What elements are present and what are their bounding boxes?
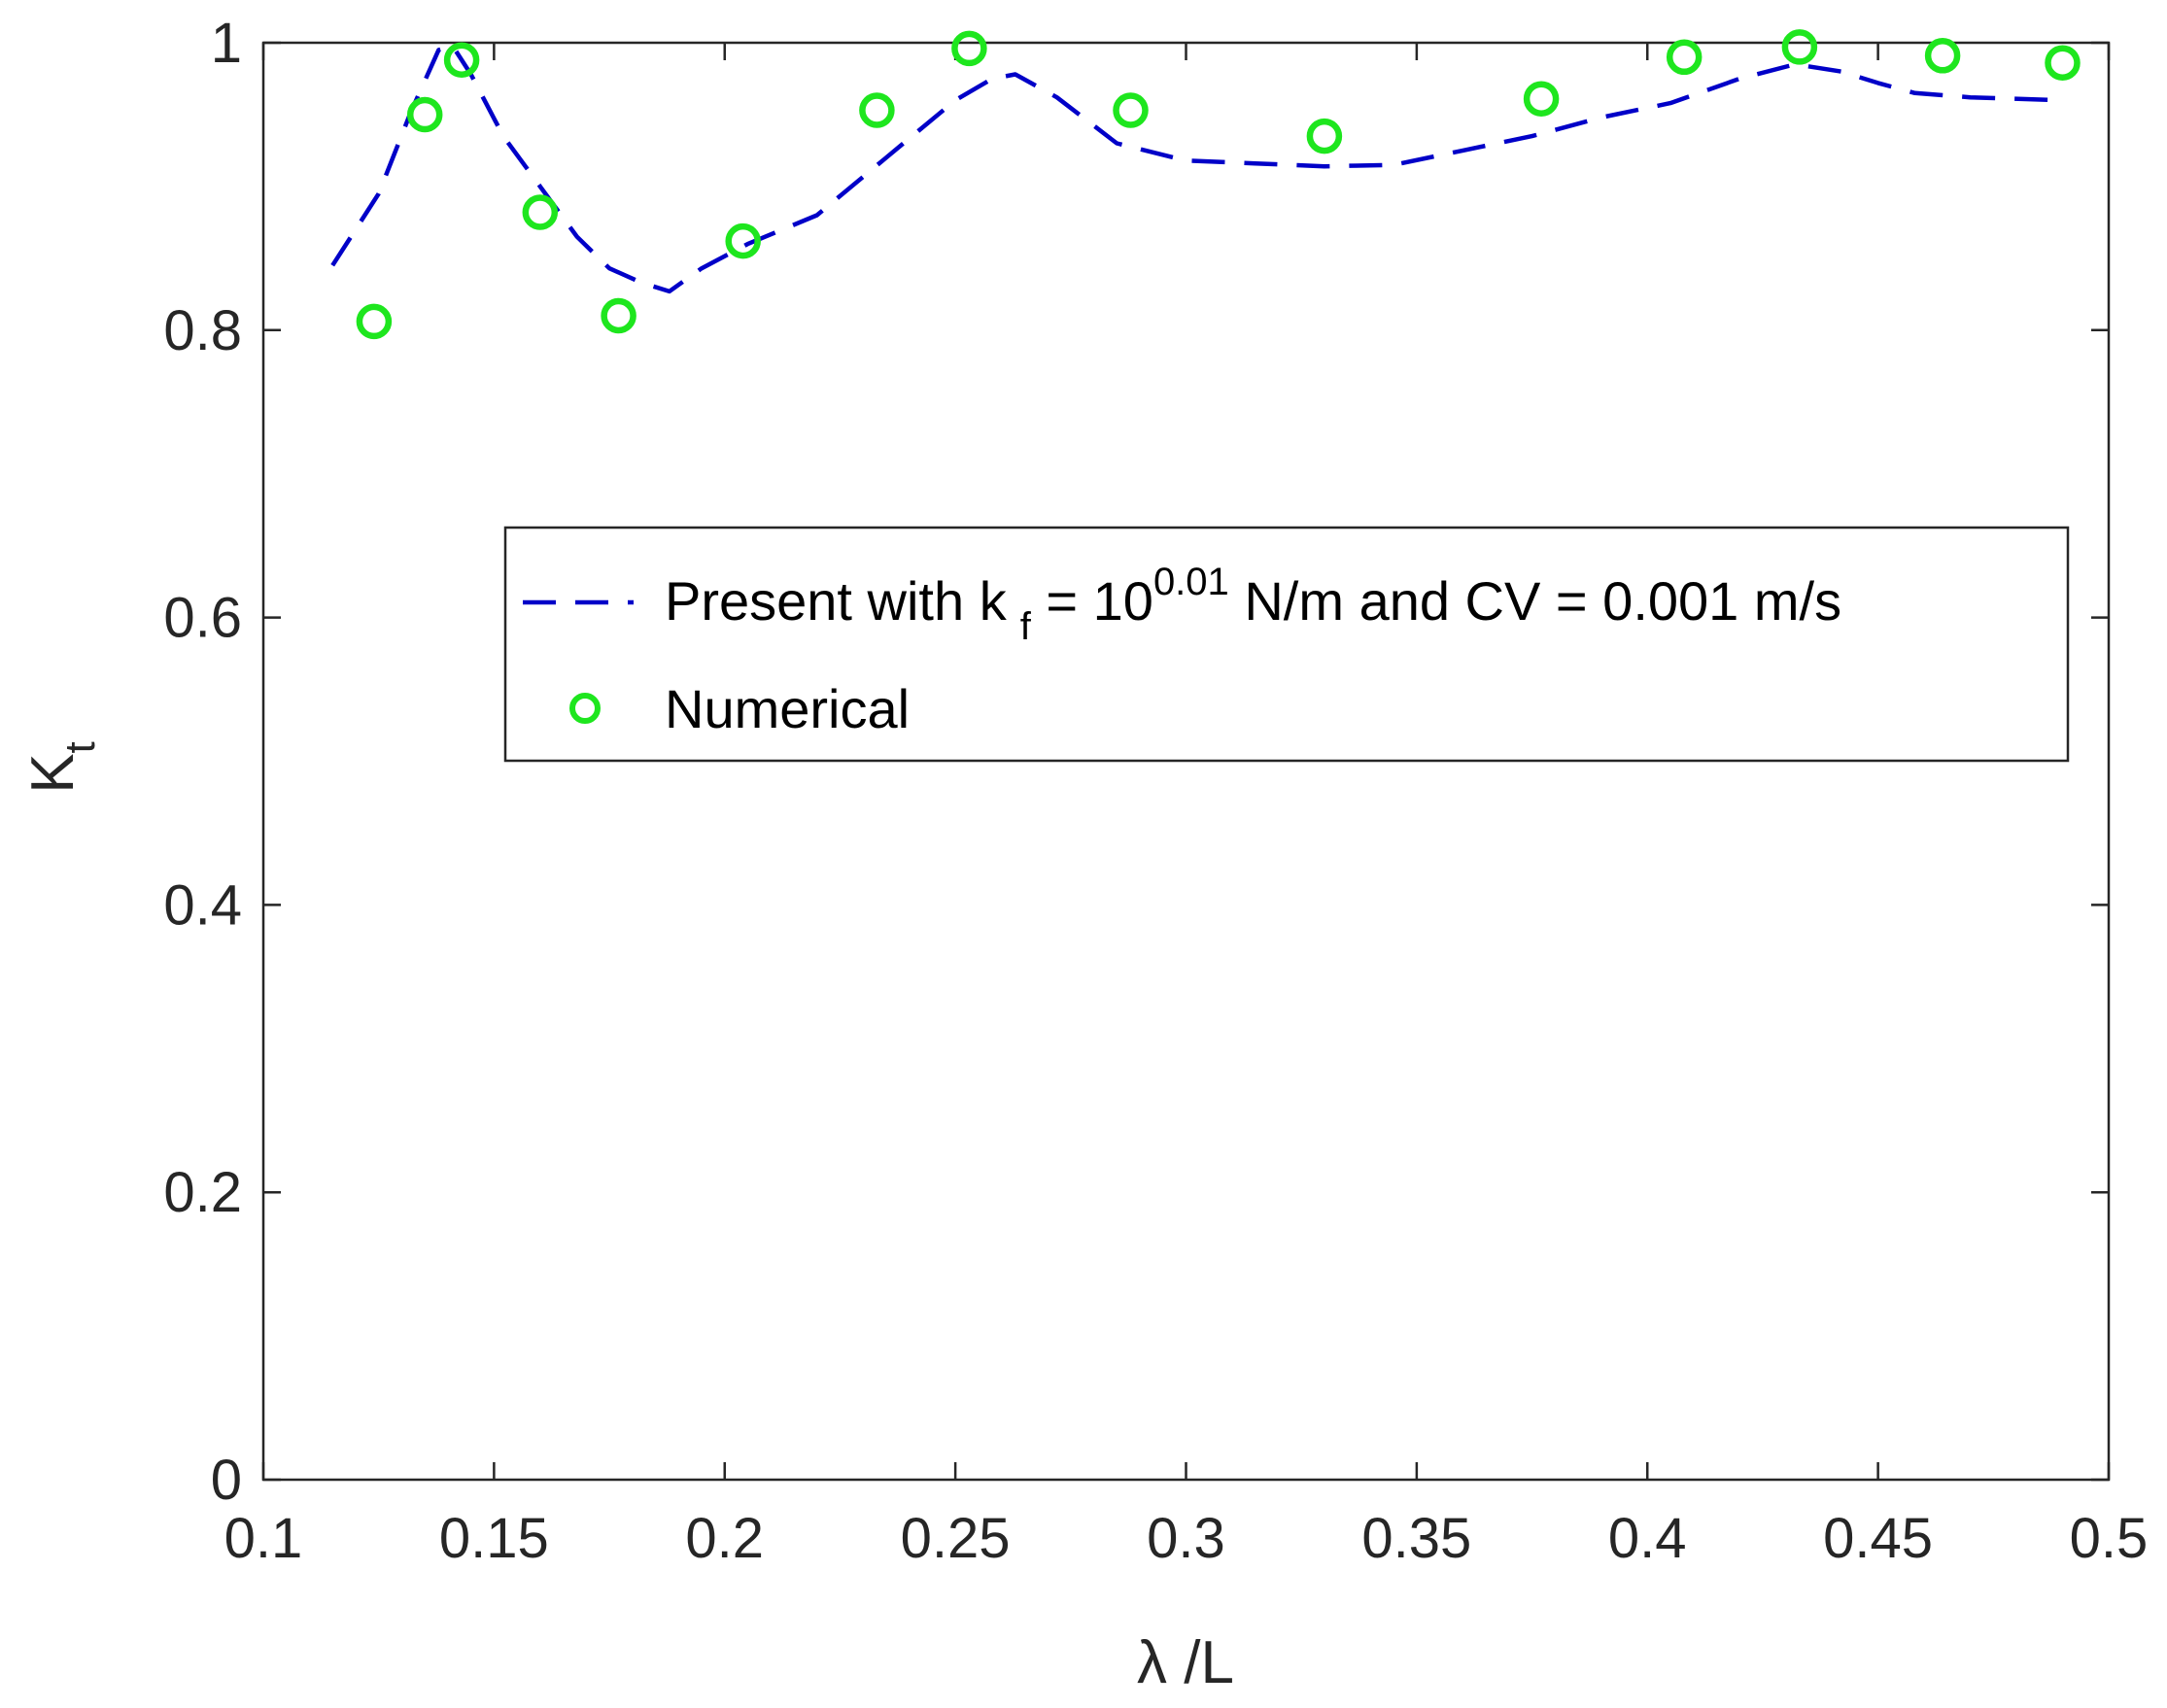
numerical-point (725, 222, 761, 259)
numerical-point (1924, 38, 1961, 74)
numerical-point (2045, 45, 2081, 81)
y-axis-label: Kt (19, 741, 104, 794)
numerical-point (406, 96, 443, 133)
legend-present-mid: = 10 (1031, 570, 1153, 632)
y-axis-label-subscript: t (56, 741, 104, 753)
x-tick-label: 0.15 (439, 1507, 549, 1570)
x-tick-label: 0.2 (685, 1507, 764, 1570)
y-tick-label: 1 (211, 12, 242, 75)
numerical-point (1666, 39, 1703, 76)
y-tick-label: 0.6 (163, 587, 242, 650)
numerical-point (1113, 92, 1149, 128)
y-tick-label: 0.2 (163, 1161, 242, 1224)
legend: Present with k f = 100.01 N/m and CV = 0.… (503, 526, 2070, 763)
legend-present-label: Present with k f = 100.01 N/m and CV = 0.… (665, 561, 1841, 648)
x-axis-label: λ /L (1137, 1629, 1234, 1696)
legend-present-sup: 0.01 (1153, 561, 1229, 603)
x-tick-label: 0.1 (224, 1507, 303, 1570)
legend-numerical-marker (569, 693, 601, 724)
legend-present-prefix: Present with k (665, 570, 1008, 632)
x-tick-label: 0.45 (1823, 1507, 1933, 1570)
x-tick-label: 0.25 (901, 1507, 1011, 1570)
present-series-line (330, 43, 2063, 294)
numerical-point (859, 92, 895, 128)
numerical-point (1781, 29, 1818, 65)
y-tick-label: 0.4 (163, 873, 242, 937)
numerical-point (601, 297, 636, 334)
numerical-point (1523, 81, 1560, 117)
legend-numerical-label: Numerical (665, 678, 910, 739)
y-axis-label-main: K (19, 753, 86, 793)
numerical-point (951, 30, 987, 67)
ticks: 0.1 0.15 0.2 0.25 0.3 0.35 0.4 0.45 0.5 0 0.2 0.4 0.… (163, 12, 2148, 1570)
numerical-point (1306, 118, 1343, 154)
legend-present-sub: f (1020, 605, 1032, 648)
x-tick-label: 0.35 (1361, 1507, 1471, 1570)
numerical-point (356, 303, 393, 340)
numerical-point (522, 194, 559, 230)
y-tick-label: 0 (211, 1449, 242, 1512)
x-tick-label: 0.5 (2070, 1507, 2149, 1570)
x-tick-label: 0.4 (1608, 1507, 1687, 1570)
y-tick-label: 0.8 (163, 299, 242, 362)
legend-box (503, 526, 2070, 763)
legend-present-suffix: N/m and CV = 0.001 m/s (1229, 570, 1841, 632)
numerical-point (443, 42, 480, 78)
series (330, 29, 2081, 340)
y-axis-label-group: Kt (19, 741, 104, 794)
x-tick-label: 0.3 (1147, 1507, 1225, 1570)
